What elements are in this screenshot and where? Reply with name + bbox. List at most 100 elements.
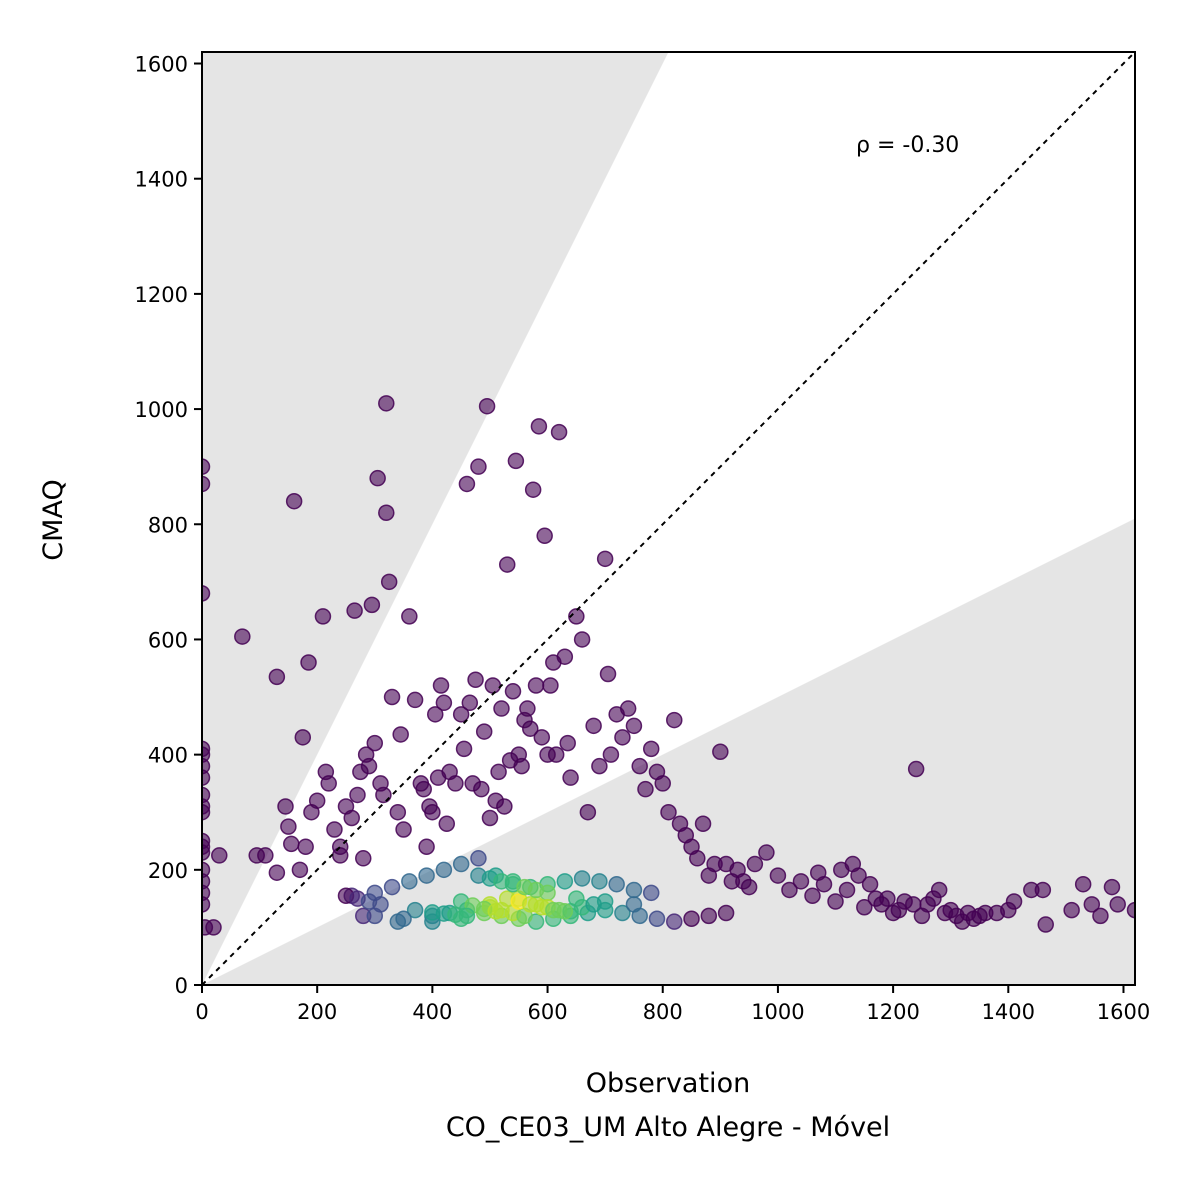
x-tick-label: 1600 xyxy=(1097,1000,1150,1024)
data-point xyxy=(559,734,576,752)
data-point xyxy=(427,706,444,723)
y-tick-label: 600 xyxy=(148,628,188,652)
data-point xyxy=(458,907,476,925)
data-point xyxy=(746,855,764,873)
data-point xyxy=(432,677,450,694)
data-point xyxy=(234,628,251,645)
x-tick-label: 600 xyxy=(528,1000,568,1024)
data-point xyxy=(717,904,735,922)
data-point xyxy=(380,573,398,591)
data-point xyxy=(689,850,706,867)
y-axis-ticks: 0 200 400 600 800 1000 1200 1400 1600 xyxy=(135,53,202,998)
data-point xyxy=(211,847,228,864)
data-point xyxy=(470,458,487,475)
data-point xyxy=(257,847,274,864)
data-point xyxy=(297,838,314,856)
data-point xyxy=(493,700,510,717)
data-point xyxy=(792,873,810,890)
x-axis-label: Observation xyxy=(586,1068,750,1099)
data-point xyxy=(804,887,821,904)
data-point xyxy=(700,907,718,925)
data-point xyxy=(291,861,309,879)
x-axis-sublabel: CO_CE03_UM Alto Alegre - Móvel xyxy=(446,1112,890,1143)
data-point xyxy=(815,875,833,893)
data-point xyxy=(591,873,608,890)
data-point xyxy=(694,815,712,832)
data-point xyxy=(856,899,873,916)
data-point xyxy=(326,821,343,838)
data-point xyxy=(202,844,211,861)
data-point xyxy=(838,881,856,899)
data-point xyxy=(1063,901,1080,919)
data-point xyxy=(1037,916,1054,933)
data-point xyxy=(202,769,211,786)
data-point xyxy=(550,423,568,441)
data-point xyxy=(608,875,625,893)
y-tick-label: 0 xyxy=(175,974,188,998)
data-point xyxy=(637,780,654,798)
upper-shaded-region xyxy=(202,52,669,985)
data-point xyxy=(614,729,631,746)
data-point xyxy=(614,904,631,922)
x-axis-ticks: 0 200 400 600 800 1000 1200 1400 1600 xyxy=(195,985,1150,1024)
data-point xyxy=(475,723,493,740)
data-point xyxy=(490,763,507,781)
data-point xyxy=(366,734,384,752)
data-point xyxy=(455,740,473,758)
data-point xyxy=(740,878,758,896)
x-tick-label: 0 xyxy=(195,1000,208,1024)
data-point xyxy=(879,890,896,907)
data-point xyxy=(683,910,700,928)
y-axis-label: CMAQ xyxy=(38,479,69,560)
data-point xyxy=(522,720,539,737)
data-point xyxy=(484,677,502,694)
data-point xyxy=(363,596,381,614)
scatter-points xyxy=(202,395,1135,936)
data-point xyxy=(536,527,553,545)
x-tick-label: 200 xyxy=(297,1000,337,1024)
data-point xyxy=(1005,893,1023,910)
data-point xyxy=(458,475,476,493)
data-point xyxy=(202,896,211,913)
data-point xyxy=(533,729,551,746)
data-point xyxy=(712,743,729,760)
data-point xyxy=(781,881,798,899)
data-point xyxy=(452,855,470,873)
data-point xyxy=(285,492,303,510)
data-point xyxy=(277,798,294,815)
y-tick-label: 1400 xyxy=(135,168,188,192)
data-point xyxy=(519,700,536,717)
y-tick-label: 1600 xyxy=(135,53,188,77)
y-tick-label: 1000 xyxy=(135,398,188,422)
data-point xyxy=(573,631,591,648)
data-point xyxy=(202,585,211,602)
data-point xyxy=(395,910,412,928)
data-point xyxy=(591,757,608,775)
data-point xyxy=(320,775,337,792)
data-point xyxy=(383,878,401,896)
data-point xyxy=(573,870,591,887)
x-tick-label: 1000 xyxy=(751,1000,804,1024)
data-point xyxy=(1074,875,1092,893)
data-point xyxy=(758,844,775,861)
data-point xyxy=(769,867,787,884)
data-point xyxy=(294,729,312,746)
data-point xyxy=(547,746,565,763)
data-point xyxy=(283,835,300,853)
plot-frame xyxy=(201,51,1136,986)
data-point xyxy=(1034,881,1052,899)
data-point xyxy=(542,677,559,694)
data-point xyxy=(1126,901,1135,919)
data-point xyxy=(585,717,602,735)
data-point xyxy=(596,550,614,568)
data-point xyxy=(648,910,666,928)
data-point xyxy=(438,815,456,832)
data-point xyxy=(268,668,286,686)
data-point xyxy=(366,907,384,925)
y-tick-label: 200 xyxy=(148,859,188,883)
data-point xyxy=(202,475,211,493)
data-point xyxy=(355,850,372,867)
y-tick-label: 800 xyxy=(148,513,188,537)
x-tick-label: 400 xyxy=(412,1000,452,1024)
